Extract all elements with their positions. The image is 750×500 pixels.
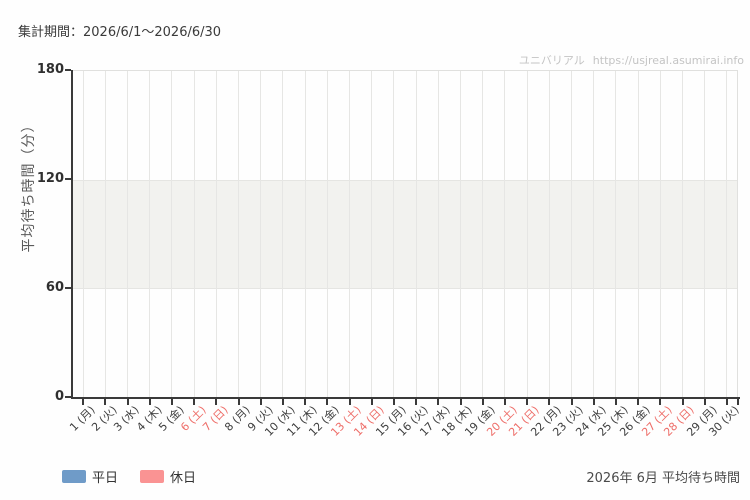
gridline	[304, 71, 306, 398]
x-axis-tick	[126, 399, 129, 405]
legend: 平日 休日	[62, 467, 218, 486]
x-axis-tick	[592, 399, 595, 405]
gridline	[238, 71, 239, 398]
gridline	[415, 71, 417, 398]
y-axis-tick	[65, 178, 71, 180]
gridline	[193, 71, 195, 398]
gridline	[504, 71, 506, 398]
x-axis-tick	[681, 399, 684, 405]
gridline	[127, 71, 128, 398]
x-axis-tick	[503, 399, 506, 405]
gridline	[82, 71, 84, 398]
gridline	[149, 71, 151, 398]
y-axis-tick-label: 0	[54, 389, 64, 404]
plot-right-border	[737, 71, 738, 398]
legend-item: 休日	[140, 467, 196, 486]
gridline	[460, 71, 461, 398]
gridline	[282, 71, 284, 398]
x-axis-tick	[437, 399, 440, 405]
x-axis-tick	[481, 399, 484, 405]
chart-caption: 2026年 6月 平均待ち時間	[586, 471, 740, 486]
x-axis-tick	[170, 399, 173, 405]
x-axis-tick	[348, 399, 351, 405]
watermark-site-url: https://usjreal.asumirai.info	[592, 54, 744, 67]
x-axis-tick	[237, 399, 240, 405]
gridline	[326, 71, 328, 398]
x-axis-tick	[459, 399, 462, 405]
x-axis-tick	[637, 399, 640, 405]
x-axis-tick	[148, 399, 151, 405]
gridline	[548, 71, 550, 398]
gridline	[215, 71, 217, 398]
legend-label: 休日	[170, 471, 197, 486]
watermark: ユニバリアル https://usjreal.asumirai.info	[519, 52, 744, 68]
x-axis-tick	[415, 399, 418, 405]
gridline	[482, 71, 484, 398]
gridline	[571, 71, 572, 398]
x-axis-tick	[193, 399, 196, 405]
y-axis-tick	[65, 69, 71, 71]
y-axis-line	[71, 70, 73, 399]
x-axis-tick	[82, 399, 85, 405]
x-axis-tick	[104, 399, 107, 405]
x-axis-tick	[326, 399, 329, 405]
gridline	[704, 71, 706, 398]
watermark-site-name: ユニバリアル	[518, 54, 585, 67]
x-axis-tick	[703, 399, 706, 405]
x-axis-end-tick	[737, 399, 739, 405]
gridline	[682, 71, 683, 398]
y-axis-tick	[65, 396, 71, 398]
x-axis-tick	[392, 399, 395, 405]
legend-label: 平日	[92, 471, 119, 486]
x-axis-tick	[614, 399, 617, 405]
x-axis-tick	[370, 399, 373, 405]
legend-swatch	[62, 470, 86, 483]
shaded-band	[72, 180, 738, 289]
legend-item: 平日	[62, 467, 118, 486]
gridline	[593, 71, 595, 398]
y-axis-tick	[65, 287, 71, 289]
gridline	[437, 71, 439, 398]
x-axis-tick	[259, 399, 262, 405]
gridline	[104, 71, 106, 398]
plot-area	[72, 70, 738, 398]
y-axis-tick-label: 120	[36, 171, 64, 186]
y-axis-tick-label: 60	[45, 280, 64, 295]
gridline	[637, 71, 639, 398]
gridline	[171, 71, 173, 398]
x-axis-tick	[281, 399, 284, 405]
x-axis-tick	[659, 399, 662, 405]
y-axis-tick-label: 180	[36, 62, 64, 77]
x-axis-tick	[304, 399, 307, 405]
gridline	[615, 71, 617, 398]
gridline	[526, 71, 528, 398]
gridline	[349, 71, 350, 398]
x-axis-tick	[548, 399, 551, 405]
x-axis-tick	[725, 399, 728, 405]
x-axis-tick	[215, 399, 218, 405]
gridline	[659, 71, 661, 398]
x-axis-tick	[570, 399, 573, 405]
x-axis-tick	[526, 399, 529, 405]
period-title: 集計期間：2026/6/1～2026/6/30	[18, 25, 222, 40]
legend-swatch	[140, 470, 165, 483]
gridline	[371, 71, 373, 398]
gridline	[726, 71, 728, 398]
gridline	[393, 71, 395, 398]
x-axis-line	[71, 397, 740, 399]
gridline	[260, 71, 262, 398]
